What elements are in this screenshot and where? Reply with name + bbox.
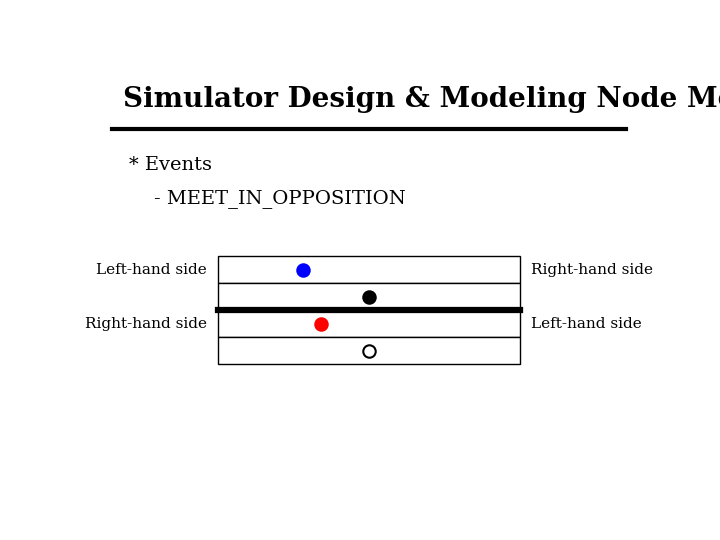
Text: - MEET_IN_OPPOSITION: - MEET_IN_OPPOSITION	[129, 190, 406, 208]
Text: Right-hand side: Right-hand side	[531, 262, 653, 276]
Text: * Events: * Events	[129, 156, 212, 174]
Bar	[218, 256, 520, 283]
Point	[364, 346, 375, 355]
Text: Simulator Design & Modeling Node Mobility: Simulator Design & Modeling Node Mobilit…	[124, 85, 720, 113]
Bar	[218, 310, 520, 337]
Point	[364, 292, 375, 301]
Point	[297, 265, 308, 274]
Bar	[218, 283, 520, 310]
Text: Left-hand side: Left-hand side	[96, 262, 207, 276]
Text: Right-hand side: Right-hand side	[85, 316, 207, 330]
Point	[315, 319, 327, 328]
Text: Left-hand side: Left-hand side	[531, 316, 642, 330]
Bar	[218, 337, 520, 364]
